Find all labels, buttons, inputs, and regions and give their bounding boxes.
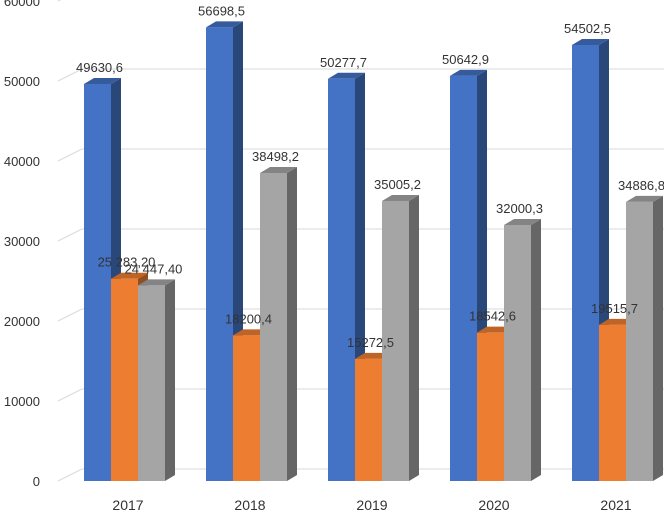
x-tick-label: 2018 [234, 497, 265, 513]
bar-2018-series-3 [260, 167, 297, 481]
data-label: 15272,5 [347, 335, 394, 350]
data-label: 49630,6 [76, 60, 123, 75]
x-tick-label: 2019 [356, 497, 387, 513]
data-label: 25 283,20 [98, 255, 156, 270]
data-label: 18200,4 [225, 311, 272, 326]
bar-2021-series-3 [626, 195, 663, 482]
bar-2019-series-3 [382, 194, 419, 481]
bar-2018-series-1 [206, 21, 243, 482]
bar-2021-series-1 [572, 38, 609, 481]
bar-2020-series-3 [504, 218, 541, 481]
data-label: 56698,5 [198, 3, 245, 18]
x-axis-category-labels: 2017 2018 2019 2020 2021 [112, 497, 631, 513]
data-label: 54502,5 [564, 21, 611, 36]
data-label: 50642,9 [442, 52, 489, 67]
y-tick-label: 40000 [4, 154, 40, 169]
data-label: 32000,3 [496, 201, 543, 216]
gridlines [57, 0, 664, 482]
y-tick-label: 30000 [4, 234, 40, 249]
y-tick-label: 50000 [4, 74, 40, 89]
x-tick-label: 2021 [600, 497, 631, 513]
bars [84, 21, 663, 482]
x-tick-label: 2020 [478, 497, 509, 513]
data-label: 38498,2 [252, 149, 299, 164]
gridline [57, 68, 664, 82]
y-tick-label: 10000 [4, 394, 40, 409]
y-axis-tick-labels: 0 10000 20000 30000 40000 50000 60000 [4, 0, 40, 489]
y-tick-label: 60000 [4, 0, 40, 9]
gridline [57, 308, 664, 322]
y-tick-label: 20000 [4, 314, 40, 329]
data-label: 18542,6 [469, 309, 516, 324]
x-tick-label: 2017 [112, 497, 143, 513]
gridline [57, 228, 664, 242]
data-label: 19515,7 [591, 301, 638, 316]
data-label: 34886,8 [618, 178, 664, 193]
data-label: 24 447,40 [125, 261, 183, 276]
data-label: 35005,2 [374, 177, 421, 192]
data-label: 50277,7 [320, 55, 367, 70]
bar-2017-series-3 [138, 279, 175, 481]
y-tick-label: 0 [33, 474, 40, 489]
gridline [57, 0, 62, 2]
gridline [57, 148, 664, 162]
